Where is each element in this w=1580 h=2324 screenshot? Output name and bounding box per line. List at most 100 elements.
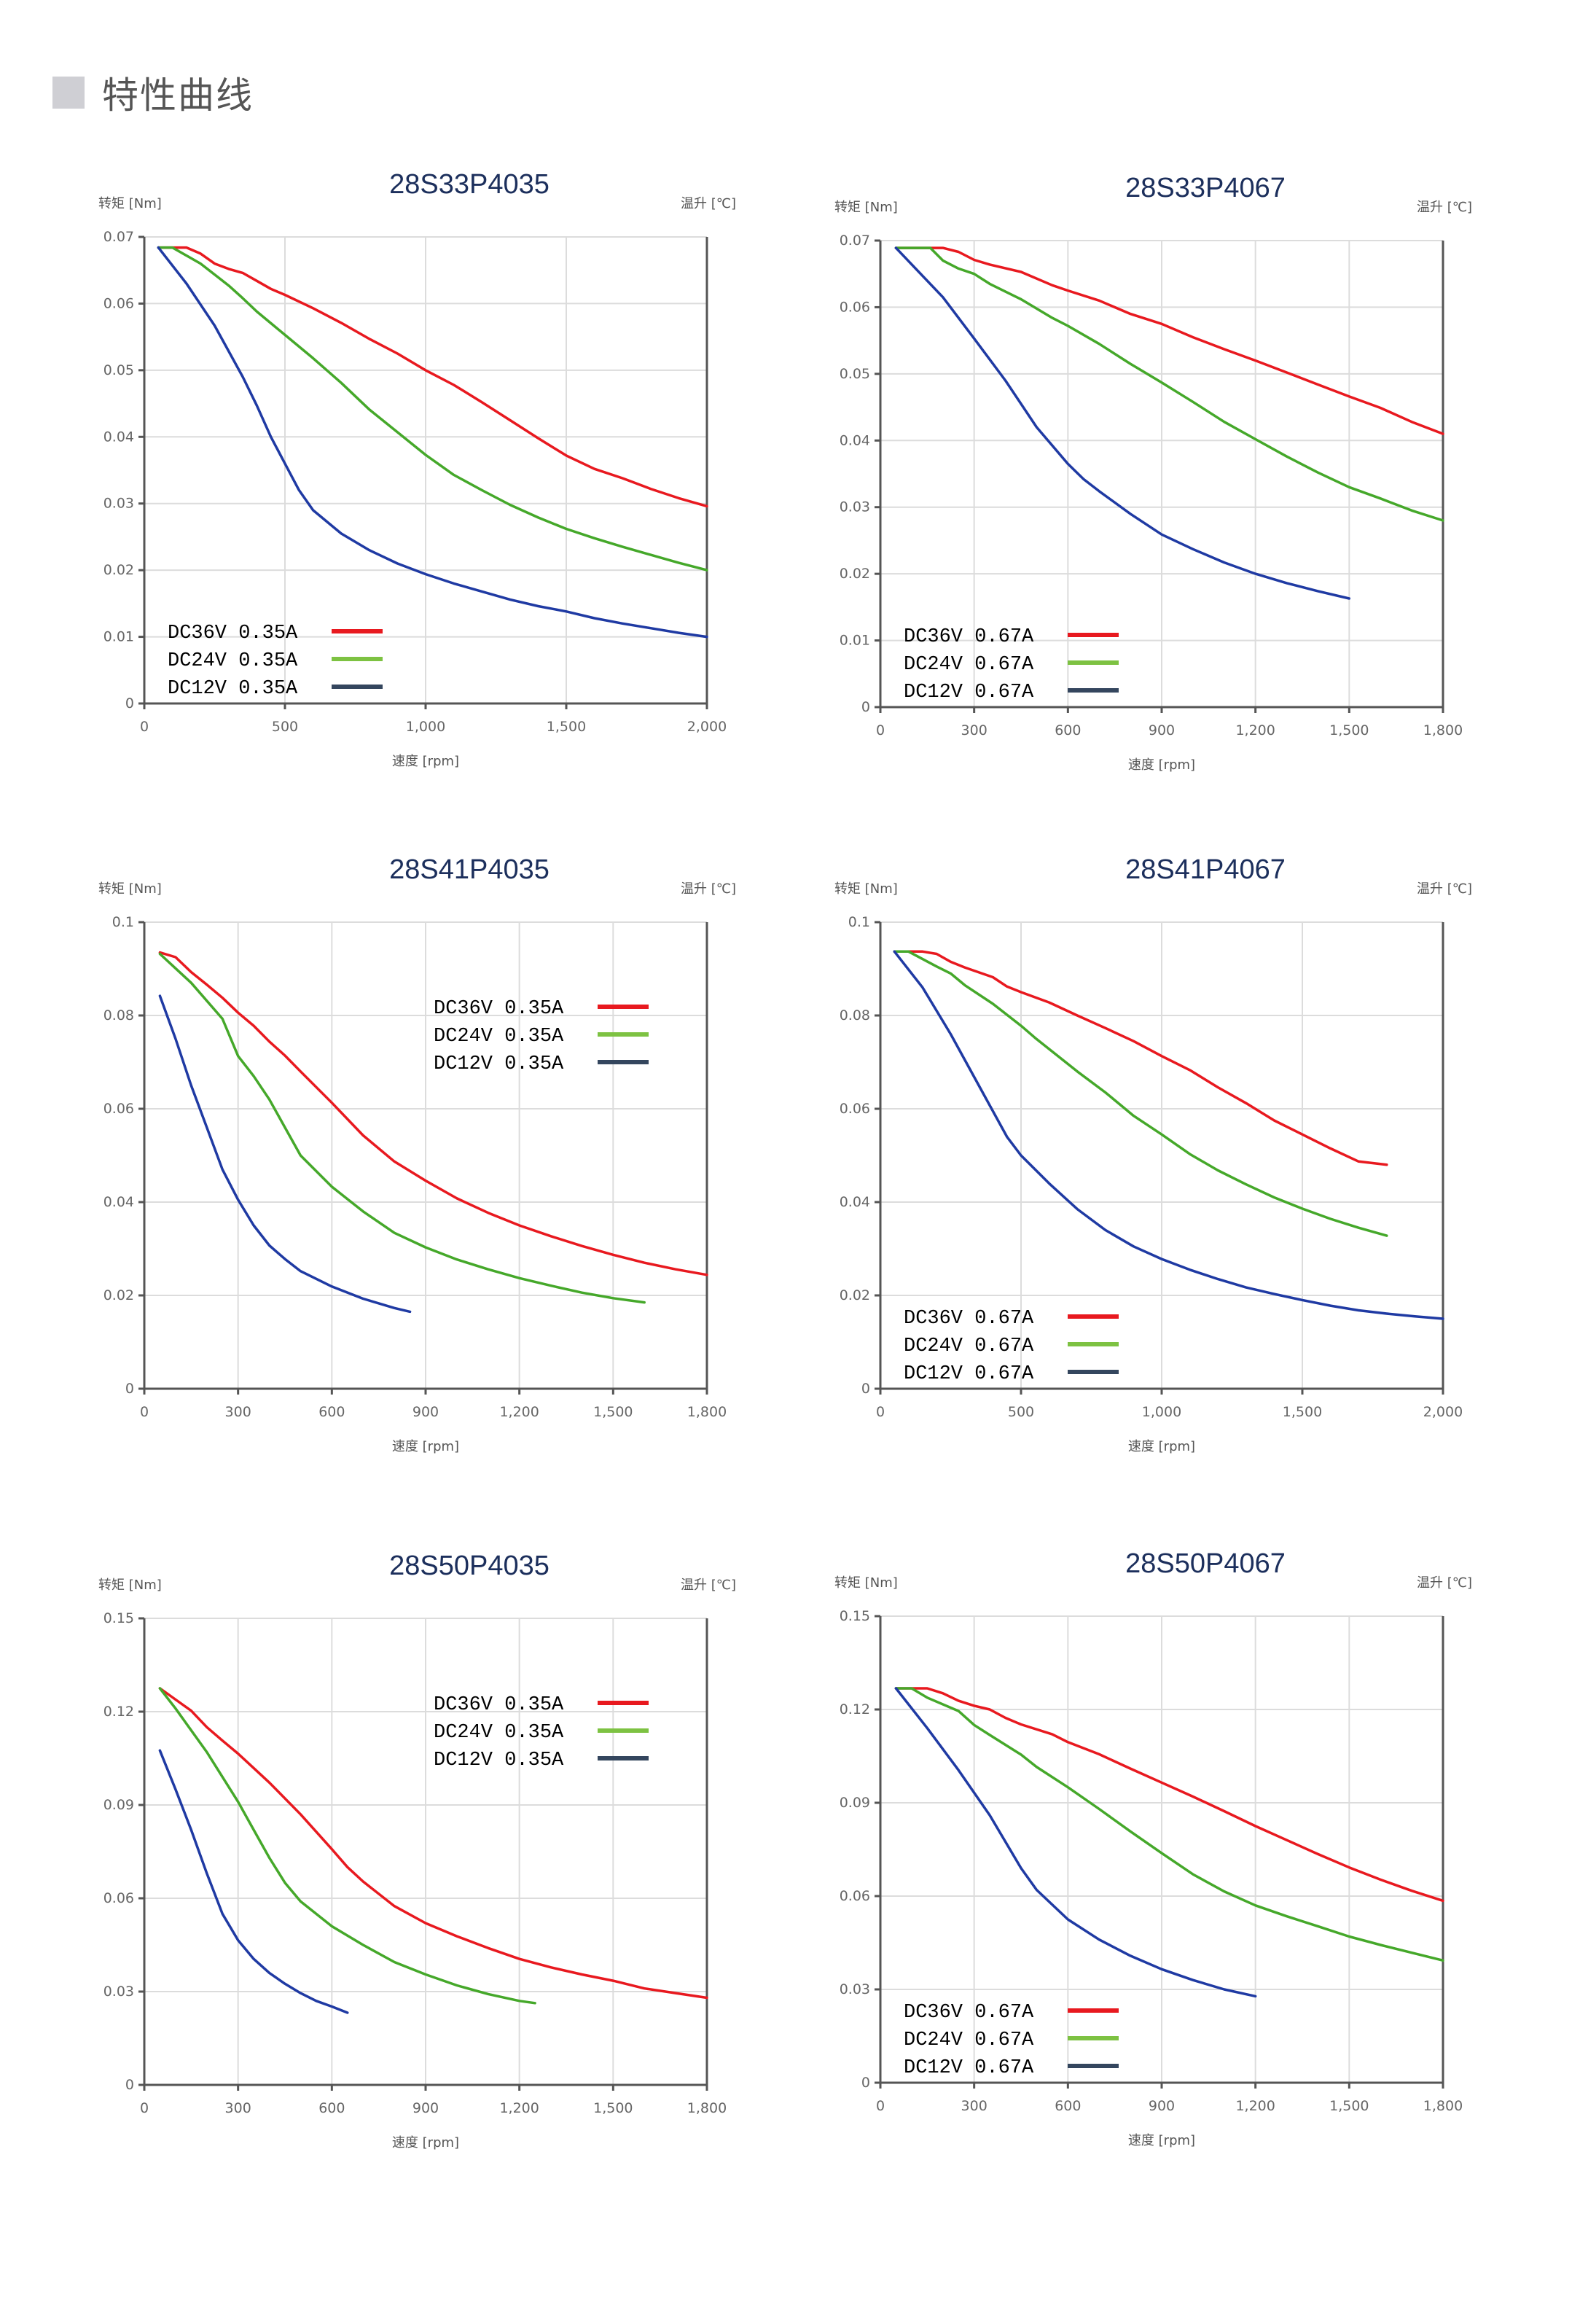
y-axis-title: 转矩 [Nm]	[834, 881, 898, 897]
series-line-dc12v-0-35a	[158, 1749, 349, 2014]
x-tick-label: 1,000	[1142, 1404, 1181, 1420]
y-tick-label: 0.01	[103, 629, 134, 645]
x-tick-label: 0	[876, 1404, 885, 1420]
legend-label: DC36V 0.67A	[904, 626, 1034, 648]
x-tick-label: 1,500	[1329, 2098, 1369, 2114]
y-tick-label: 0.01	[840, 633, 870, 649]
y-tick-label: 0.06	[840, 1101, 870, 1117]
y2-axis-title: 温升 [℃]	[1417, 1575, 1472, 1591]
legend-label: DC24V 0.67A	[904, 2029, 1034, 2051]
y2-axis-title: 温升 [℃]	[1417, 200, 1472, 215]
x-tick-label: 1,500	[593, 1404, 633, 1420]
y-tick-label: 0	[861, 1381, 870, 1397]
section-header: 特性曲线	[52, 67, 254, 118]
y-tick-label: 0.04	[840, 432, 870, 448]
x-tick-label: 500	[1008, 1404, 1034, 1420]
x-axis-title: 速度 [rpm]	[1128, 1439, 1195, 1454]
y-tick-label: 0.06	[103, 1890, 134, 1906]
section-title: 特性曲线	[102, 74, 254, 117]
legend-label: DC12V 0.35A	[168, 678, 298, 700]
y-tick-label: 0.06	[840, 1888, 870, 1904]
chart-svg: 28S33P4067 转矩 [Nm] 温升 [℃] 速度 [rpm] 0 0.01 0.02…	[834, 173, 1472, 773]
x-tick-label: 500	[272, 719, 298, 735]
x-tick-label: 0	[140, 719, 149, 735]
series-line-dc36v-0-67a	[894, 1687, 1444, 1903]
y-tick-label: 0.09	[840, 1795, 870, 1811]
y-tick-label: 0.12	[103, 1704, 134, 1720]
x-tick-label: 600	[1055, 722, 1081, 738]
y-axis-title: 转矩 [Nm]	[834, 1575, 898, 1591]
y-tick-label: 0.15	[840, 1608, 870, 1624]
x-tick-label: 0	[140, 1404, 149, 1420]
y-tick-label: 0	[125, 1381, 134, 1397]
legend-label: DC12V 0.67A	[904, 682, 1034, 703]
x-tick-label: 1,200	[499, 2100, 539, 2116]
chart-svg: 28S50P4035 转矩 [Nm] 温升 [℃] 速度 [rpm] 0 0.03 0.06…	[98, 1551, 736, 2151]
chart-28s33p4067: 28S33P4067 转矩 [Nm] 温升 [℃] 速度 [rpm] 0 0.01 0.02…	[834, 164, 1567, 820]
x-tick-label: 1,500	[547, 719, 586, 735]
y2-axis-title: 温升 [℃]	[1417, 881, 1472, 897]
x-tick-label: 900	[1149, 2098, 1175, 2114]
legend-label: DC12V 0.67A	[904, 2057, 1034, 2079]
legend-label: DC36V 0.35A	[434, 998, 564, 1020]
x-tick-label: 300	[961, 722, 988, 738]
y-tick-label: 0.02	[103, 562, 134, 578]
y-tick-label: 0.06	[103, 295, 134, 311]
y-tick-label: 0	[861, 2075, 870, 2091]
legend-label: DC36V 0.67A	[904, 1308, 1034, 1330]
y2-axis-title: 温升 [℃]	[681, 196, 736, 211]
x-tick-label: 1,500	[1283, 1404, 1322, 1420]
y-tick-label: 0.09	[103, 1797, 134, 1813]
legend-label: DC12V 0.35A	[434, 1053, 564, 1075]
y-axis-title: 转矩 [Nm]	[834, 200, 898, 215]
chart-svg: 28S41P4035 转矩 [Nm] 温升 [℃] 速度 [rpm] 0 0.02 0.04…	[98, 854, 736, 1454]
x-tick-label: 1,800	[687, 2100, 727, 2116]
chart-title: 28S50P4067	[1125, 1548, 1286, 1579]
legend-label: DC24V 0.35A	[434, 1026, 564, 1048]
y-tick-label: 0.04	[103, 429, 134, 445]
x-tick-label: 0	[876, 722, 885, 738]
legend-label: DC36V 0.67A	[904, 2002, 1034, 2024]
x-tick-label: 1,500	[593, 2100, 633, 2116]
y-tick-label: 0.03	[103, 496, 134, 512]
y-tick-label: 0.04	[840, 1194, 870, 1210]
legend-label: DC12V 0.67A	[904, 1363, 1034, 1385]
x-axis-title: 速度 [rpm]	[392, 2135, 459, 2151]
legend-label: DC24V 0.35A	[434, 1722, 564, 1744]
section-square-icon	[52, 77, 85, 109]
legend-label: DC12V 0.35A	[434, 1750, 564, 1771]
y-tick-label: 0.15	[103, 1610, 134, 1626]
series-line-dc24v-0-67a	[894, 246, 1444, 522]
x-tick-label: 2,000	[687, 719, 727, 735]
y-tick-label: 0.04	[103, 1194, 134, 1210]
y-tick-label: 0.03	[840, 1981, 870, 1997]
x-tick-label: 0	[876, 2098, 885, 2114]
x-tick-label: 1,800	[1423, 722, 1463, 738]
chart-svg: 28S33P4035 转矩 [Nm] 温升 [℃] 速度 [rpm] 0 0.01 0.02…	[98, 169, 736, 769]
chart-svg: 28S41P4067 转矩 [Nm] 温升 [℃] 速度 [rpm] 0 0.02 0.04…	[834, 854, 1472, 1454]
y-tick-label: 0.07	[840, 233, 870, 249]
legend-label: DC36V 0.35A	[168, 623, 298, 644]
series-line-dc24v-0-35a	[157, 246, 708, 572]
y-tick-label: 0.03	[103, 1984, 134, 2000]
x-tick-label: 1,800	[1423, 2098, 1463, 2114]
y-tick-label: 0.06	[840, 299, 870, 315]
y-axis-title: 转矩 [Nm]	[98, 881, 162, 897]
series-line-dc24v-0-67a	[893, 950, 1388, 1237]
legend-label: DC24V 0.67A	[904, 1335, 1034, 1357]
x-tick-label: 600	[318, 2100, 345, 2116]
series-line-dc24v-0-35a	[158, 952, 646, 1304]
chart-svg: 28S50P4067 转矩 [Nm] 温升 [℃] 速度 [rpm] 0 0.03 0.06…	[834, 1548, 1472, 2148]
chart-28s41p4035: 28S41P4035 转矩 [Nm] 温升 [℃] 速度 [rpm] 0 0.02 0.04…	[98, 846, 831, 1502]
x-tick-label: 1,800	[687, 1404, 727, 1420]
y-tick-label: 0.06	[103, 1101, 134, 1117]
chart-28s50p4035: 28S50P4035 转矩 [Nm] 温升 [℃] 速度 [rpm] 0 0.03 0.06…	[98, 1542, 831, 2198]
chart-title: 28S41P4067	[1125, 854, 1286, 885]
y-tick-label: 0	[861, 699, 870, 715]
series-line-dc36v-0-67a	[893, 950, 1388, 1166]
series-line-dc36v-0-67a	[894, 246, 1444, 435]
y-tick-label: 0	[125, 2077, 134, 2093]
y-tick-label: 0.1	[848, 914, 870, 930]
x-tick-label: 300	[225, 1404, 251, 1420]
y-tick-label: 0.12	[840, 1701, 870, 1717]
